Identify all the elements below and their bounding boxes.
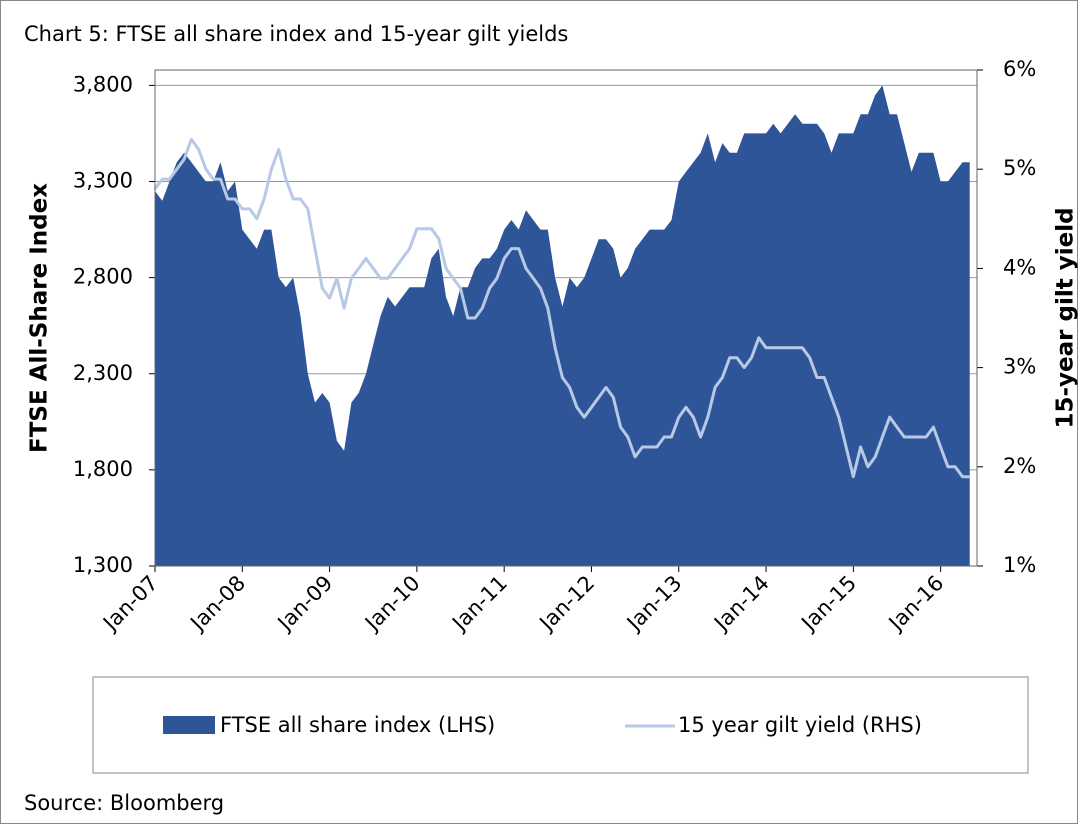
y2-tick-label: 1% [1003, 553, 1036, 577]
y-tick-label: 2,800 [73, 265, 133, 289]
y-tick-label: 1,300 [73, 553, 133, 577]
source: Source: Bloomberg [24, 791, 224, 815]
y-axis-label: FTSE All-Share Index [27, 183, 53, 453]
y-tick-label: 3,800 [73, 72, 133, 96]
legend [92, 676, 1029, 774]
y2-tick-label: 3% [1003, 355, 1036, 379]
chart-title: Chart 5: FTSE all share index and 15-yea… [24, 22, 568, 46]
y2-tick-label: 6% [1003, 57, 1036, 81]
y-tick-label: 3,300 [73, 169, 133, 193]
legend-label: FTSE all share index (LHS) [220, 713, 495, 737]
y2-axis-label: 15-year gilt yield [1053, 207, 1078, 428]
legend-label: 15 year gilt yield (RHS) [678, 713, 922, 737]
y2-tick-label: 2% [1003, 454, 1036, 478]
y-tick-label: 1,800 [73, 457, 133, 481]
legend-swatch [163, 716, 215, 734]
line [153, 137, 970, 479]
plot-border [154, 69, 978, 567]
y-tick-label: 2,300 [73, 361, 133, 385]
y2-tick-label: 5% [1003, 156, 1036, 180]
area [155, 85, 970, 567]
y2-tick-label: 4% [1003, 255, 1036, 279]
